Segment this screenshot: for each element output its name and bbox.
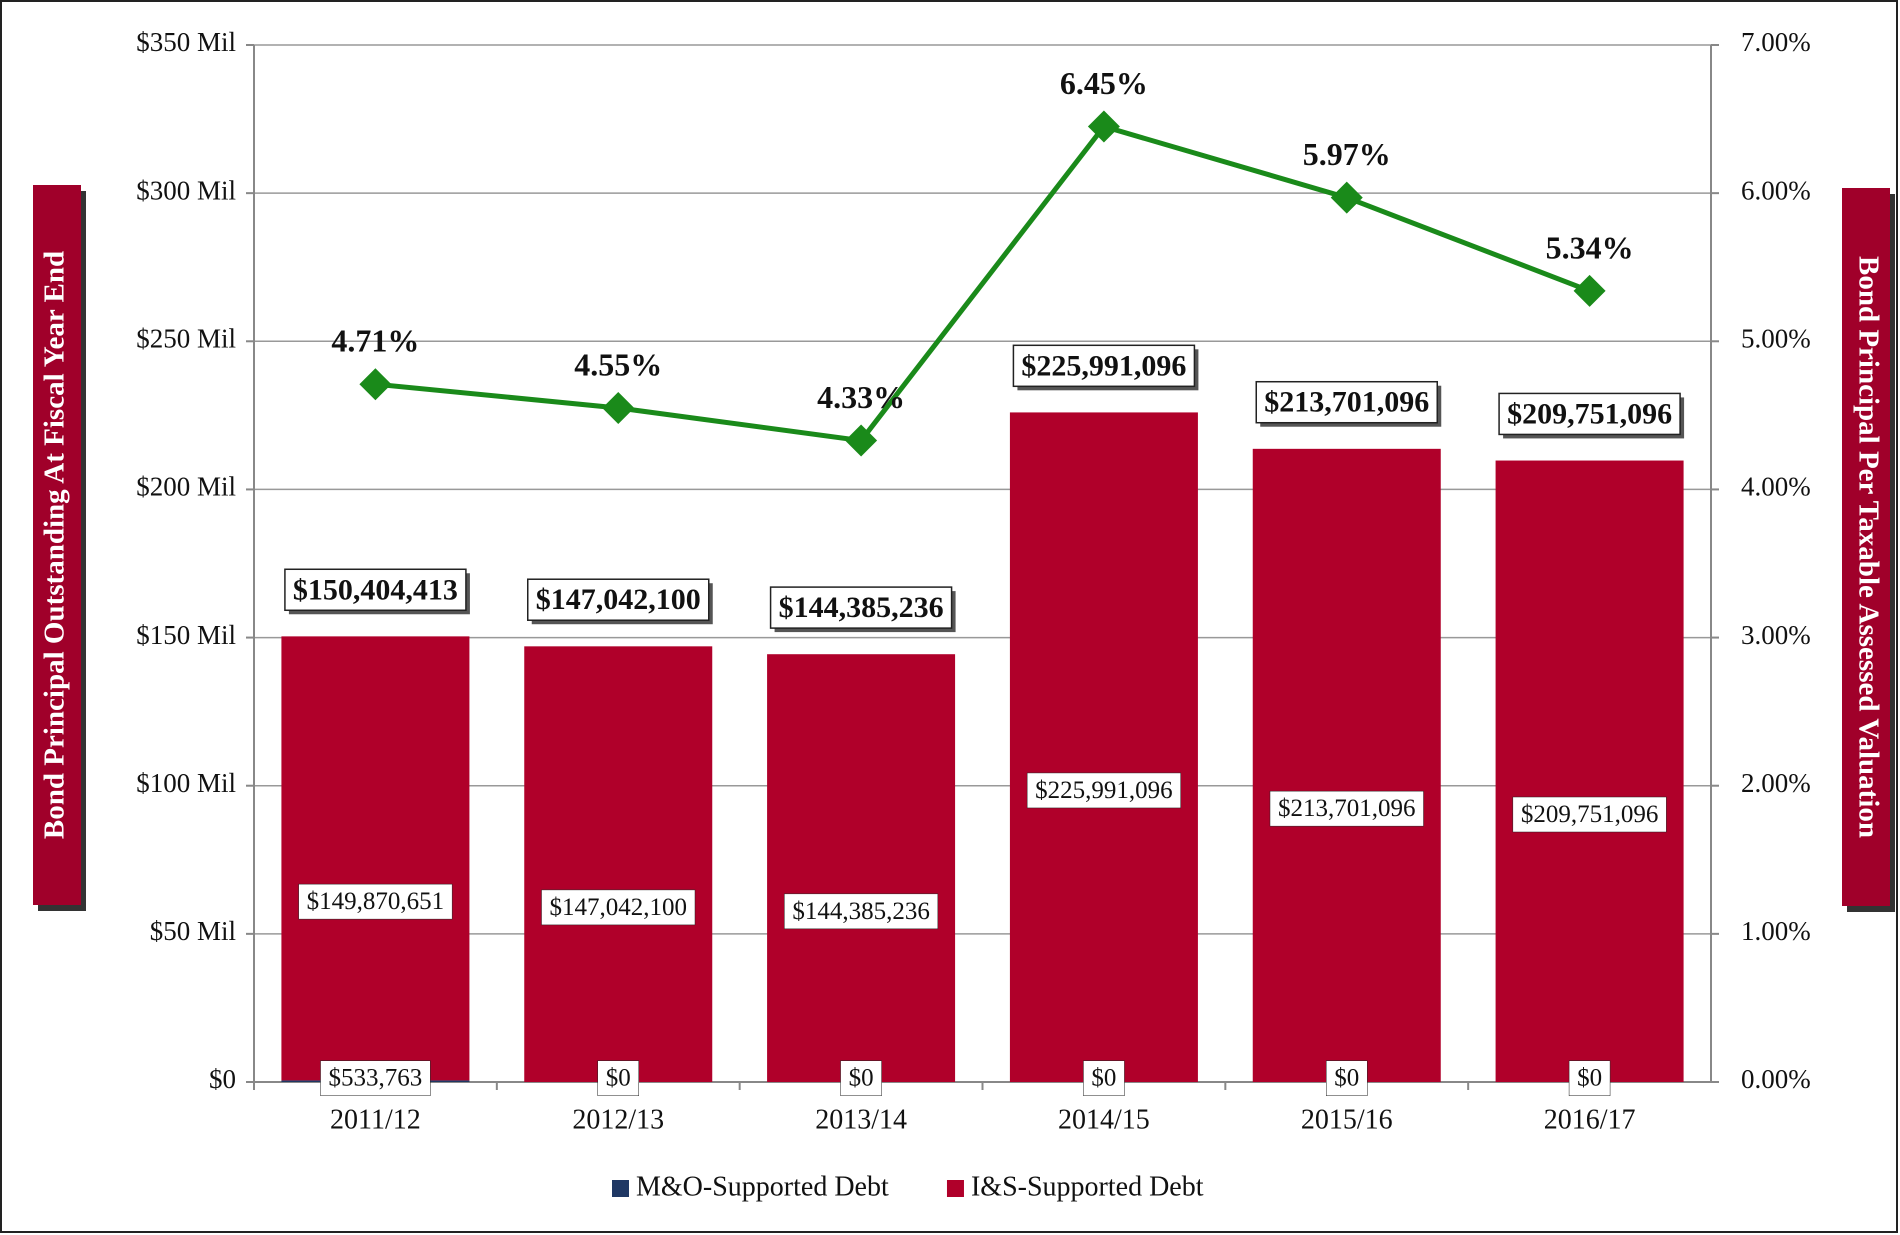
value-label: $209,751,096 <box>1521 801 1659 828</box>
y2-tick-label: 6.00% <box>1741 175 1811 205</box>
value-label: $149,870,651 <box>307 888 445 915</box>
y2-tick-label: 2.00% <box>1741 768 1811 798</box>
axis-title-box <box>33 185 81 905</box>
line-value-label: 4.33% <box>817 379 905 415</box>
label-box <box>284 568 467 612</box>
label-box <box>1255 380 1438 424</box>
line-value-label: 6.45% <box>1060 65 1148 101</box>
line-marker <box>359 368 392 401</box>
y-tick-label: $0 <box>209 1064 236 1094</box>
y-tick-label: $350 Mil <box>136 27 236 57</box>
line-value-label: 5.97% <box>1303 136 1391 172</box>
line-marker <box>1573 274 1606 307</box>
y2-tick-label: 4.00% <box>1741 472 1811 502</box>
label-box <box>1269 790 1424 827</box>
value-label: $225,991,096 <box>1035 777 1173 804</box>
x-tick-label: 2012/13 <box>572 1104 664 1135</box>
line-marker <box>1330 181 1363 214</box>
total-label: $225,991,096 <box>1021 349 1186 382</box>
label-box <box>541 889 696 926</box>
line <box>375 123 1591 444</box>
label-box <box>1026 772 1181 809</box>
y2-tick-label: 5.00% <box>1741 323 1811 353</box>
label-box <box>527 578 710 621</box>
bar-segment <box>1009 412 1198 1082</box>
value-label: $0 <box>849 1065 874 1092</box>
axis-title-box <box>1842 188 1890 906</box>
bar-segment <box>1252 448 1441 1082</box>
total-label: $213,701,096 <box>1264 386 1429 419</box>
label-box <box>784 893 939 930</box>
y2-tick-label: 3.00% <box>1741 620 1811 650</box>
label-box <box>298 883 453 920</box>
value-label: $213,701,096 <box>1278 795 1416 822</box>
x-tick-label: 2014/15 <box>1058 1104 1150 1135</box>
legend-label: I&S-Supported Debt <box>971 1171 1204 1202</box>
label-box <box>320 1060 431 1096</box>
value-label: $0 <box>1091 1065 1116 1092</box>
y2-tick-label: 1.00% <box>1741 916 1811 946</box>
value-label: $0 <box>1577 1065 1602 1092</box>
value-label: $0 <box>606 1065 631 1092</box>
line-marker <box>1087 110 1120 143</box>
y-tick-label: $50 Mil <box>150 916 236 946</box>
y-tick-label: $100 Mil <box>136 768 236 798</box>
bar-segment <box>524 646 713 1082</box>
value-label: $533,763 <box>329 1065 423 1092</box>
x-tick-label: 2013/14 <box>815 1104 907 1135</box>
line-marker <box>602 391 635 424</box>
x-tick-label: 2016/17 <box>1544 1104 1636 1135</box>
value-label: $0 <box>1334 1065 1359 1092</box>
line-value-label: 4.71% <box>331 323 419 359</box>
y-tick-label: $150 Mil <box>136 620 236 650</box>
bar-segment <box>1495 460 1684 1082</box>
bar-segment <box>767 654 956 1082</box>
legend-label: M&O-Supported Debt <box>636 1171 889 1202</box>
label-box <box>769 586 953 629</box>
y2-tick-label: 0.00% <box>1741 1064 1811 1094</box>
y-tick-label: $300 Mil <box>136 175 236 205</box>
value-label: $147,042,100 <box>550 894 688 921</box>
line-value-label: 4.55% <box>574 346 662 382</box>
x-tick-label: 2011/12 <box>330 1104 421 1135</box>
total-label: $209,751,096 <box>1507 397 1672 430</box>
bar-segment <box>281 636 470 1081</box>
label-box <box>1326 1060 1368 1096</box>
label-box <box>1568 1060 1611 1096</box>
y2-tick-label: 7.00% <box>1741 27 1811 57</box>
label-box <box>1498 392 1681 436</box>
axis-title: Bond Principal Per Taxable Assessed Valu… <box>1852 256 1884 838</box>
legend-swatch <box>946 1180 964 1197</box>
y-tick-label: $250 Mil <box>136 323 236 353</box>
axis-title: Bond Principal Outstanding At Fiscal Yea… <box>39 251 71 839</box>
line-marker <box>845 424 878 457</box>
total-label: $144,385,236 <box>779 591 944 624</box>
line-value-label: 5.34% <box>1546 229 1634 265</box>
label-box <box>597 1060 639 1096</box>
legend-swatch <box>612 1180 629 1197</box>
total-label: $147,042,100 <box>536 583 701 616</box>
value-label: $144,385,236 <box>792 898 930 925</box>
label-box <box>1012 344 1196 388</box>
x-tick-label: 2015/16 <box>1301 1104 1393 1135</box>
label-box <box>840 1060 882 1096</box>
y-tick-label: $200 Mil <box>136 472 236 502</box>
label-box <box>1512 796 1667 833</box>
label-box <box>1083 1060 1125 1096</box>
total-label: $150,404,413 <box>293 573 458 606</box>
